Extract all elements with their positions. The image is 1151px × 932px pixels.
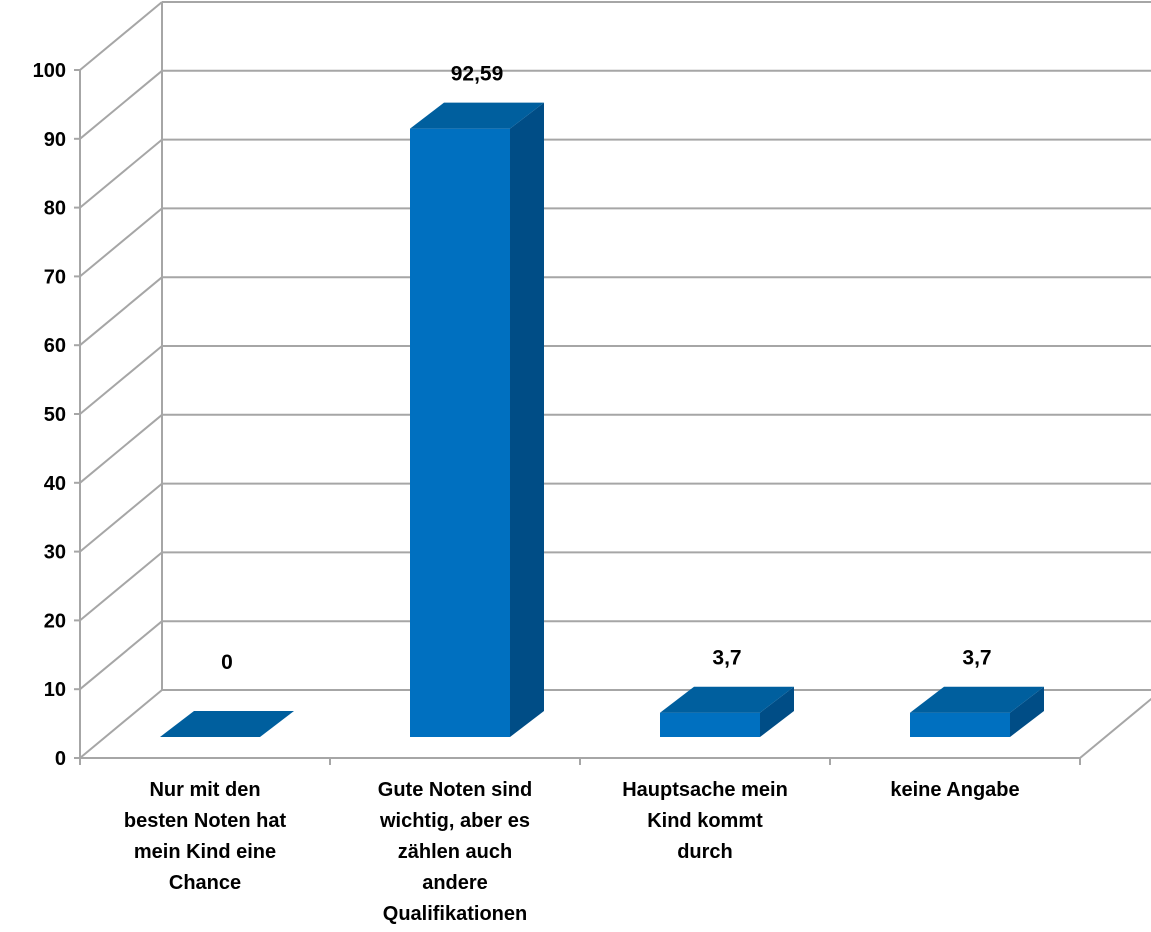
x-category-label: keine Angabe <box>890 779 1019 801</box>
x-category-label: Nur mit den <box>149 779 260 801</box>
y-tick-label: 90 <box>44 129 66 151</box>
x-category-label: Qualifikationen <box>383 903 527 925</box>
side-wall-gridline <box>79 138 163 209</box>
y-tick-label: 50 <box>44 404 66 426</box>
side-wall-gridline <box>79 620 163 690</box>
side-wall-gridline <box>79 345 163 415</box>
bar-side <box>760 686 794 737</box>
side-wall-gridline <box>79 1 163 71</box>
data-label: 0 <box>221 651 233 674</box>
x-category-label: zählen auch <box>398 841 512 863</box>
bar-front <box>910 712 1010 737</box>
side-wall-gridline <box>79 482 163 553</box>
x-category-label: Chance <box>169 872 241 894</box>
bar-top <box>910 686 1044 713</box>
side-wall-gridline <box>79 70 163 140</box>
bar-top <box>410 102 544 129</box>
bar-side <box>510 102 544 737</box>
side-wall-gridline <box>79 689 163 759</box>
y-tick-label: 20 <box>44 610 66 632</box>
data-label: 92,59 <box>451 63 504 86</box>
x-category-label: Gute Noten sind <box>378 779 532 801</box>
bar-top <box>660 686 794 713</box>
x-category-label: wichtig, aber es <box>379 810 530 832</box>
bar-side <box>1010 686 1044 737</box>
y-tick-label: 40 <box>44 473 66 495</box>
y-tick-label: 100 <box>33 60 66 82</box>
x-category-label: andere <box>422 872 488 894</box>
data-label: 3,7 <box>712 647 741 670</box>
x-category-label: besten Noten hat <box>124 810 287 832</box>
y-tick-label: 60 <box>44 335 66 357</box>
side-wall-gridline <box>79 414 163 484</box>
side-wall-gridline <box>79 551 163 622</box>
floor-right-edge <box>1079 697 1151 759</box>
y-tick-label: 80 <box>44 198 66 220</box>
side-wall-gridline <box>79 207 163 278</box>
x-category-label: durch <box>677 841 733 863</box>
data-label: 3,7 <box>962 647 991 670</box>
bar-top <box>160 711 294 737</box>
x-category-label: Hauptsache mein <box>622 779 788 801</box>
x-category-label: mein Kind eine <box>134 841 276 863</box>
bar-front <box>660 712 760 737</box>
y-tick-label: 10 <box>44 679 66 701</box>
x-category-label: Kind kommt <box>647 810 763 832</box>
bar-front <box>410 128 510 737</box>
y-tick-label: 30 <box>44 542 66 564</box>
y-tick-label: 0 <box>55 748 66 770</box>
y-tick-label: 70 <box>44 266 66 288</box>
side-wall-gridline <box>79 276 163 346</box>
